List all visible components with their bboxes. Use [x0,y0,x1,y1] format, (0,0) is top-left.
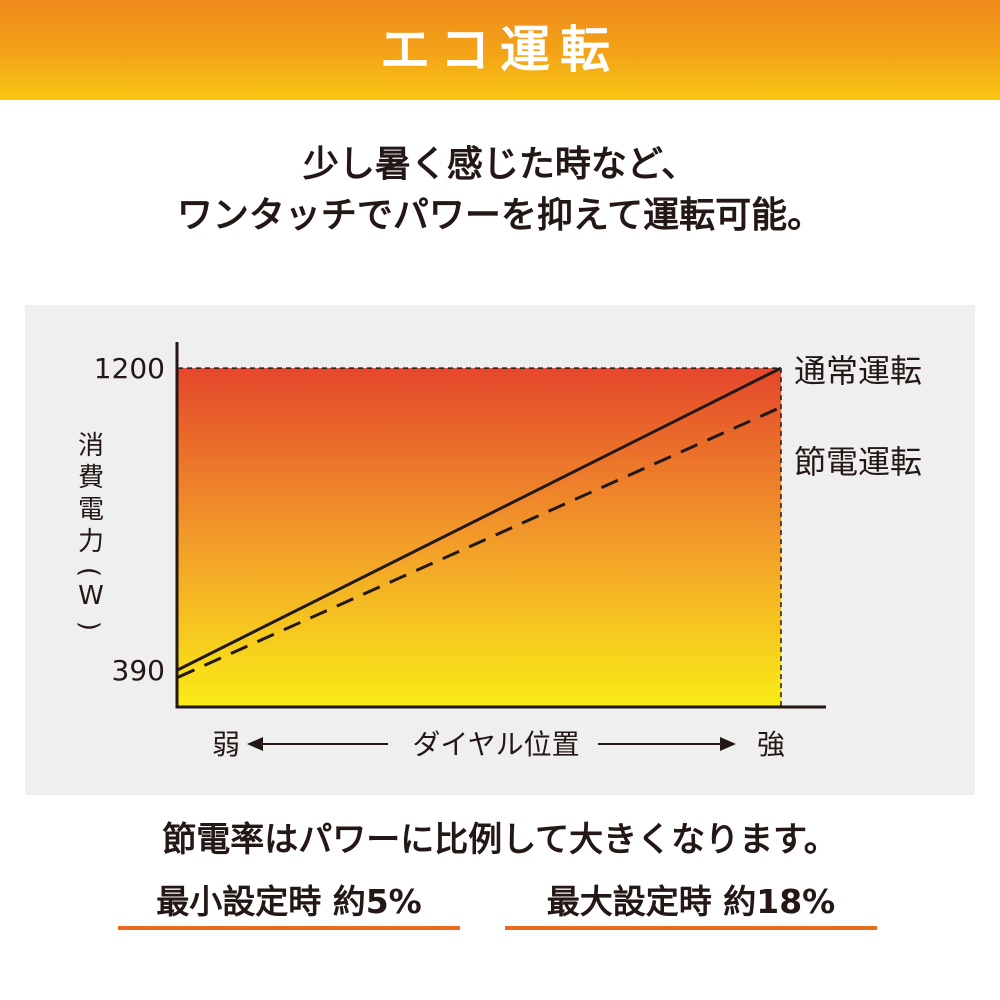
chart-fill-area [178,368,781,707]
min-setting-stat: 最小設定時 約5% [118,880,460,930]
y-axis-label-char: 費 [78,463,104,493]
summary-text: 節電率はパワーに比例して大きくなります。 [162,820,838,860]
x-axis-title: ダイヤル位置 [412,728,579,761]
series-label-2: 節電運転 [794,443,922,481]
header-banner [0,0,1000,100]
series-line-1 [177,366,782,672]
series-label-1: 通常運転 [794,352,922,390]
x-start-label: 弱 [212,728,240,761]
y-axis-label-char: W [78,581,104,611]
max-setting-stat: 最大設定時 約18% [505,880,877,930]
y-tick-label-1: 1200 [94,352,165,385]
y-axis-label-char: ( [74,567,104,577]
y-axis-label-char: 消 [78,431,104,461]
y-tick-label-2: 390 [112,654,165,687]
y-axis-label-char: ) [74,621,104,631]
series-line-2 [177,405,782,679]
x-end-label: 強 [757,728,785,761]
right-arrow-head [720,737,736,751]
intro-line-2: ワンタッチでパワーを抑えて運転可能。 [176,195,824,236]
left-arrow-head [247,737,263,751]
y-axis-label-char: 電 [78,495,104,525]
page-title: エコ運転 [380,21,620,79]
intro-line-1: 少し暑く感じた時など、 [302,144,698,185]
y-axis-label-char: 力 [78,527,104,557]
